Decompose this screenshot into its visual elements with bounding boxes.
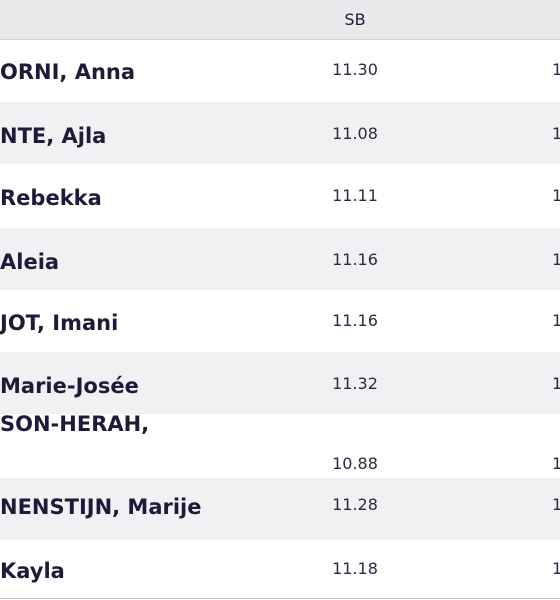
next-column-value: 1 <box>552 124 560 143</box>
athlete-name: Rebekka <box>0 186 102 210</box>
season-best: 11.16 <box>332 250 378 269</box>
next-column-value: 1 <box>552 495 560 514</box>
athlete-name: Kayla <box>0 559 65 583</box>
next-column-value: 1 <box>552 186 560 205</box>
season-best: 11.18 <box>332 559 378 578</box>
season-best: 11.30 <box>332 60 378 79</box>
season-best: 10.88 <box>332 454 378 473</box>
athlete-name: Marie-Josée <box>0 374 139 398</box>
next-column-value: 1 <box>552 60 560 79</box>
next-column-value: 1 <box>552 250 560 269</box>
table-row: NENSTIJN, Marije 11.28 1 <box>0 478 560 540</box>
athlete-name: NENSTIJN, Marije <box>0 495 202 519</box>
table-row: Marie-Josée 11.32 1 <box>0 352 560 414</box>
next-column-value: 1 <box>552 374 560 393</box>
season-best: 11.28 <box>332 495 378 514</box>
season-best: 11.08 <box>332 124 378 143</box>
athlete-name: ORNI, Anna <box>0 60 136 84</box>
next-column-value: 1 <box>552 454 560 473</box>
table-row: Kayla 11.18 1 <box>0 540 560 600</box>
table-row: Rebekka 11.11 1 <box>0 166 560 228</box>
column-header: SB <box>344 10 366 29</box>
table-row: NTE, Ajla 11.08 1 <box>0 102 560 164</box>
table-row: JOT, Imani 11.16 1 <box>0 290 560 352</box>
table-header: SB <box>0 0 560 40</box>
season-best: 11.32 <box>332 374 378 393</box>
next-column-value: 1 <box>552 559 560 578</box>
next-column-value: 1 <box>552 311 560 330</box>
athlete-name: NTE, Ajla <box>0 124 107 148</box>
athlete-name: Aleia <box>0 250 60 274</box>
table-row: Aleia 11.16 1 <box>0 228 560 290</box>
season-best: 11.11 <box>332 186 378 205</box>
athlete-name: JOT, Imani <box>0 311 119 335</box>
table-row: ORNI, Anna 11.30 1 <box>0 40 560 102</box>
table-border <box>0 598 560 599</box>
athlete-name: SON-HERAH, <box>0 412 150 436</box>
table-row: SON-HERAH, 10.88 1 <box>0 412 560 476</box>
season-best: 11.16 <box>332 311 378 330</box>
